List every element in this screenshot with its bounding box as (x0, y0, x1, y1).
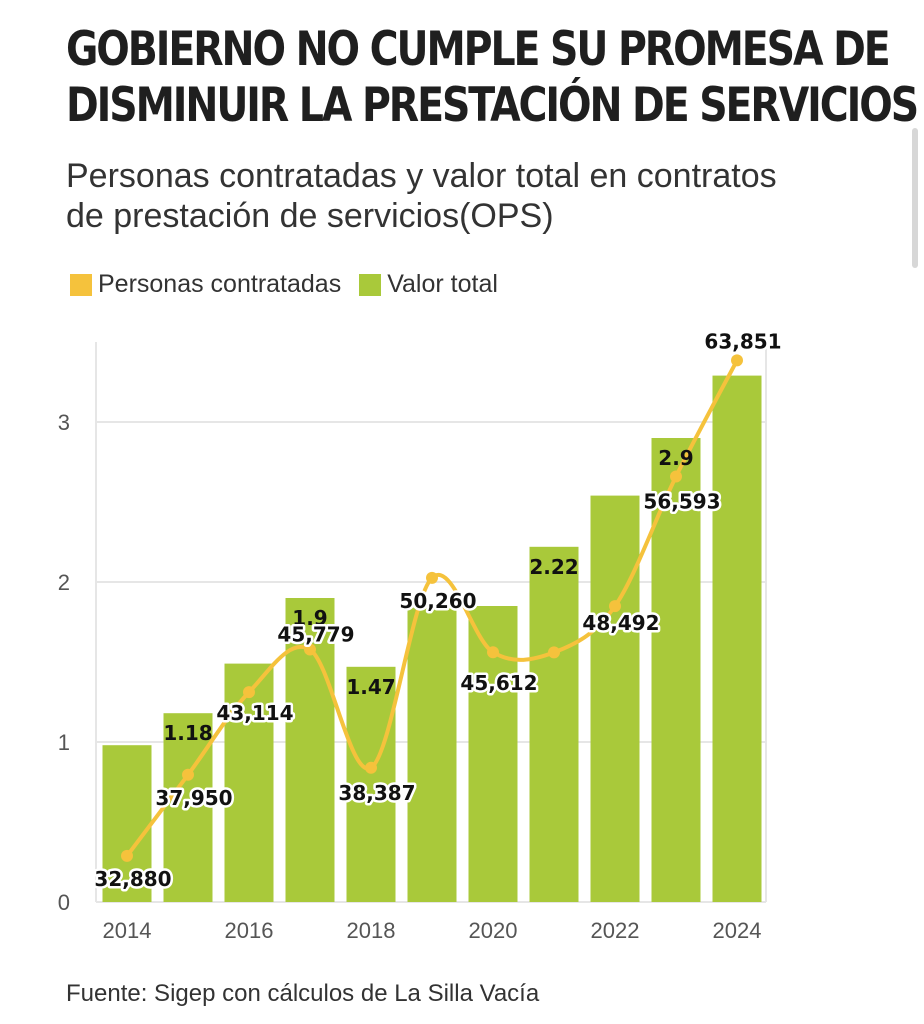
line-point (609, 600, 621, 613)
bar (529, 546, 579, 902)
line-point (182, 768, 194, 781)
line-value-label: 56,593 (643, 490, 720, 514)
line-value-label: 50,260 (399, 589, 476, 613)
x-axis-tick: 2020 (469, 918, 518, 943)
legend-swatch-valor (359, 273, 382, 296)
x-axis-tick: 2014 (103, 918, 152, 943)
x-axis-tick: 2024 (713, 918, 762, 943)
bar-value-label: 1.18 (163, 721, 212, 745)
x-axis-tick: 2018 (347, 918, 396, 943)
line-value-label: 45,779 (277, 623, 354, 647)
line-value-label: 43,114 (216, 701, 293, 725)
legend-item-personas[interactable]: Personas contratadas (70, 270, 341, 299)
bar (163, 713, 213, 902)
line-point (243, 686, 255, 699)
bar-value-label: 1.9 (292, 606, 327, 630)
legend: Personas contratadas Valor total (70, 270, 516, 299)
subtitle-line-2: de prestación de servicios(OPS) (66, 197, 554, 235)
left-axis-tick: 2 (58, 570, 70, 595)
line-value-label: 32,880 (94, 867, 171, 891)
series-line (125, 359, 739, 858)
bar-value-label: 2.22 (529, 555, 578, 579)
bar (102, 745, 152, 902)
line-point (121, 849, 133, 862)
subtitle-line-1: Personas contratadas y valor total en co… (66, 157, 777, 195)
line-value-label: 38,387 (338, 781, 415, 805)
line-value-label: 48,492 (582, 611, 659, 635)
legend-label-valor: Valor total (387, 270, 498, 298)
legend-swatch-personas (70, 273, 92, 296)
line-point (670, 470, 682, 483)
x-axis-tick: 2022 (591, 918, 640, 943)
bar (224, 663, 274, 902)
line-point (365, 761, 377, 774)
left-axis-tick: 3 (58, 410, 70, 435)
chart-subtitle: Personas contratadas y valor total en co… (66, 156, 866, 236)
line-point (731, 354, 743, 367)
bar-value-label: 1.47 (346, 675, 395, 699)
bar (407, 607, 457, 902)
line-point (548, 646, 560, 659)
line-value-label: 37,950 (155, 786, 232, 810)
line-value-label: 45,612 (460, 671, 537, 695)
line-value-label: 63,851 (704, 329, 781, 353)
line-point (426, 571, 438, 584)
bar (712, 375, 762, 903)
left-axis-tick: 0 (58, 890, 70, 915)
bar (346, 666, 396, 902)
left-axis-tick: 1 (58, 730, 70, 755)
x-axis-tick: 2016 (225, 918, 274, 943)
line-point (304, 643, 316, 656)
line-point (487, 646, 499, 659)
bar (590, 495, 640, 902)
source-note: Fuente: Sigep con cálculos de La Silla V… (66, 980, 540, 1007)
bar-value-label: 2.9 (658, 446, 693, 470)
scrollbar[interactable] (912, 128, 918, 268)
legend-label-personas: Personas contratadas (98, 270, 342, 298)
legend-item-valor[interactable]: Valor total (359, 270, 498, 299)
